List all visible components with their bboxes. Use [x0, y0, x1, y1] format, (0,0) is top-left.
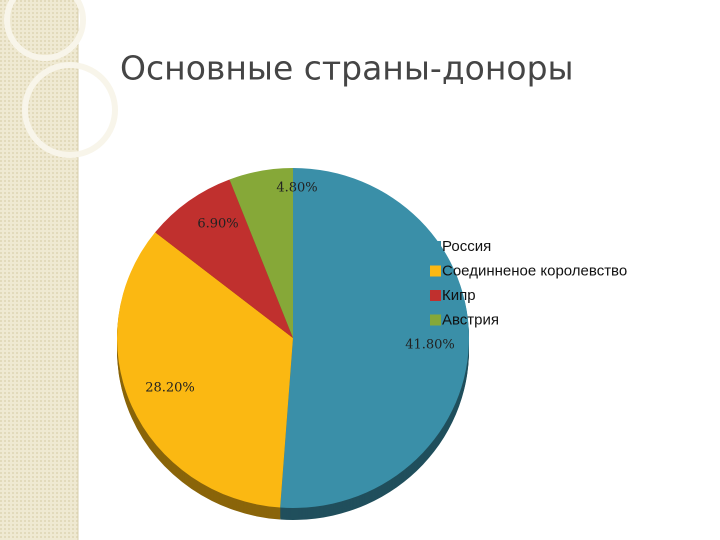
legend-swatch: [430, 290, 441, 301]
data-label: 41.80%: [405, 338, 455, 353]
legend-label: Австрия: [442, 311, 499, 328]
legend-label: Кипр: [442, 287, 476, 304]
legend-label: Россия: [442, 238, 491, 255]
data-label: 4.80%: [276, 181, 317, 196]
legend: Россия Соединненое королевство Кипр Австрия: [430, 238, 627, 328]
side-band: [0, 0, 78, 540]
pie: [116, 168, 470, 520]
slice: [116, 232, 293, 508]
slice: [280, 168, 469, 508]
data-label: 6.90%: [197, 217, 238, 232]
decor-circle: [22, 62, 118, 158]
chart-title: Основные страны-доноры: [120, 49, 574, 88]
decor-circle: [4, 0, 86, 61]
legend-swatch: [430, 265, 441, 277]
legend-label: Соединненое королевство: [442, 262, 627, 279]
slice: [229, 168, 293, 338]
legend-swatch: [430, 314, 441, 326]
legend-swatch: [430, 241, 441, 252]
slice: [155, 179, 293, 338]
data-label: 28.20%: [145, 381, 195, 396]
